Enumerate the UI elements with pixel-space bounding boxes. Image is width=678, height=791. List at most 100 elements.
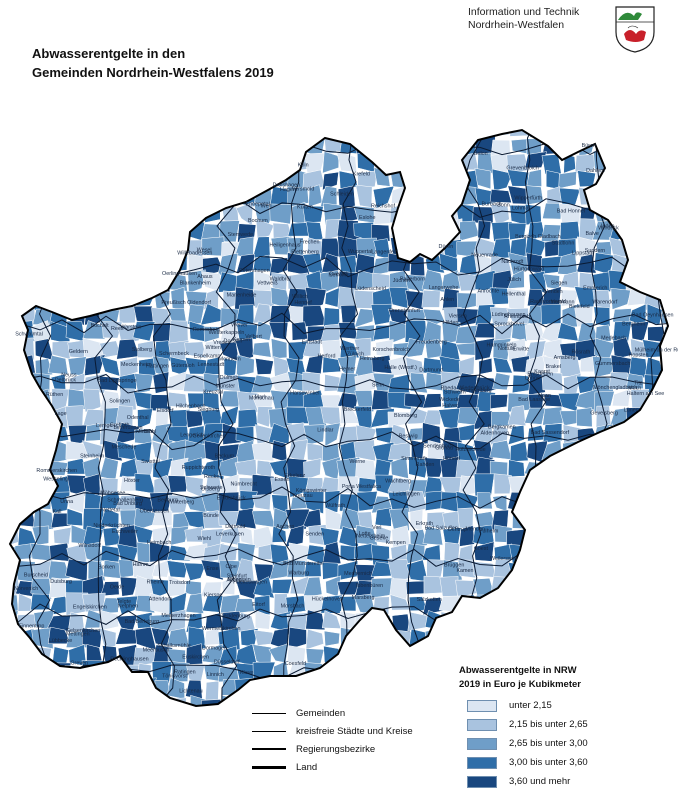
municipality-cell <box>99 272 122 292</box>
municipality-label: Brilon <box>474 151 488 157</box>
municipality-label: Bünde <box>203 513 219 519</box>
municipality-cell <box>187 120 207 135</box>
municipality-cell <box>100 171 122 190</box>
map-title: Abwasserentgelte in den Gemeinden Nordrh… <box>32 44 274 82</box>
municipality-cell <box>203 136 225 156</box>
municipality-label: Wipperfürth <box>514 196 542 202</box>
municipality-cell <box>133 255 156 276</box>
municipality-cell <box>34 426 54 440</box>
municipality-cell <box>150 152 173 170</box>
municipality-cell <box>593 440 615 463</box>
municipality-cell <box>646 443 661 463</box>
municipality-cell <box>510 442 528 462</box>
municipality-cell <box>15 253 37 273</box>
municipality-label: Wuppertal <box>348 249 372 255</box>
municipality-cell <box>473 628 493 647</box>
municipality-cell <box>663 647 678 663</box>
municipality-cell <box>593 627 612 648</box>
municipality-cell <box>16 203 35 224</box>
legend-bezirke-label: Regierungsbezirke <box>296 744 375 755</box>
municipality-cell <box>406 662 426 681</box>
municipality-cell <box>609 458 627 476</box>
municipality-cell <box>341 120 357 140</box>
municipality-cell <box>626 542 649 563</box>
municipality-cell <box>665 168 678 192</box>
municipality-cell <box>560 221 580 241</box>
municipality-cell <box>220 391 240 407</box>
municipality-cell <box>32 257 52 277</box>
municipality-cell <box>490 647 512 662</box>
municipality-cell <box>407 649 428 667</box>
municipality-cell <box>15 474 36 497</box>
municipality-cell <box>560 647 578 662</box>
municipality-cell <box>31 491 51 510</box>
municipality-label: Hennef <box>294 300 312 306</box>
municipality-label: Kaarst <box>534 369 550 375</box>
municipality-cell <box>257 678 272 701</box>
municipality-cell <box>105 700 123 710</box>
municipality-label: Dülmen <box>220 375 239 381</box>
municipality-cell <box>84 155 103 173</box>
municipality-label: Hürtgenwald <box>514 267 544 273</box>
municipality-cell <box>65 406 83 429</box>
municipality-cell <box>104 187 117 208</box>
municipality-cell <box>662 459 678 478</box>
municipality-label: Eitorf <box>252 602 265 608</box>
municipality-cell <box>559 627 577 648</box>
municipality-cell <box>444 542 460 562</box>
municipality-label: Morsbach <box>281 603 305 609</box>
municipality-label: Meckenheim <box>121 362 152 368</box>
municipality-cell <box>490 593 508 615</box>
agency-name: Information und Technik Nordrhein-Westfa… <box>468 6 579 32</box>
municipality-cell <box>220 154 241 171</box>
municipality-cell <box>236 120 256 140</box>
municipality-cell <box>611 526 629 548</box>
municipality-cell <box>611 120 628 139</box>
legend-class-3: 2,65 bis unter 3,00 <box>459 734 669 753</box>
municipality-label: Niederkrüchten <box>93 523 130 529</box>
municipality-cell <box>441 120 458 135</box>
municipality-cell <box>575 457 594 481</box>
municipality-cell <box>578 563 594 581</box>
municipality-cell <box>390 645 411 665</box>
municipality-cell <box>390 630 411 649</box>
municipality-cell <box>116 224 139 238</box>
municipality-cell <box>558 475 579 495</box>
municipality-cell <box>15 645 36 667</box>
municipality-cell <box>35 202 52 222</box>
municipality-label: Meerbusch <box>143 647 170 653</box>
municipality-cell <box>423 188 442 208</box>
legend-class-label-3: 2,65 bis unter 3,00 <box>509 738 588 749</box>
municipality-cell <box>558 528 582 545</box>
municipality-cell <box>579 491 594 513</box>
municipality-label: Freudenberg <box>416 340 447 346</box>
municipality-cell <box>559 513 581 529</box>
legend-land-label: Land <box>296 762 317 773</box>
municipality-cell <box>630 138 648 153</box>
legend-class-2: 2,15 bis unter 2,65 <box>459 715 669 734</box>
municipality-cell <box>0 407 20 427</box>
municipality-cell <box>543 120 563 140</box>
municipality-label: Lübbecke <box>49 638 72 644</box>
municipality-cell <box>508 460 525 477</box>
municipality-cell <box>20 222 37 239</box>
municipality-label: Kall <box>53 509 62 515</box>
municipality-cell <box>218 120 241 137</box>
municipality-cell <box>37 222 53 242</box>
municipality-label: Heimbach <box>147 540 171 546</box>
municipality-cell <box>101 134 122 155</box>
municipality-label: Swisttal <box>141 459 160 465</box>
municipality-cell <box>644 493 663 510</box>
municipality-cell <box>133 222 156 241</box>
municipality-cell <box>598 462 615 480</box>
municipality-label: Petershagen <box>239 268 270 274</box>
municipality-cell <box>49 120 66 137</box>
municipality-cell <box>338 665 358 684</box>
municipality-label: Höxter <box>124 478 140 484</box>
district-border <box>649 120 667 710</box>
municipality-label: Solingen <box>109 399 130 405</box>
municipality-cell <box>664 610 678 632</box>
municipality-cell <box>442 169 460 191</box>
municipality-label: Siegen <box>551 280 568 286</box>
municipality-cell <box>546 458 560 479</box>
